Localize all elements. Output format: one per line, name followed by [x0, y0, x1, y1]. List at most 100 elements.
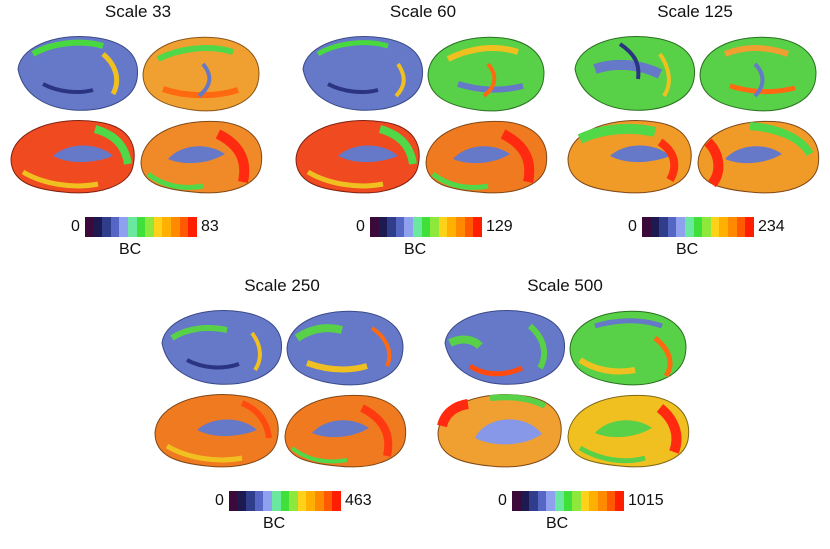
medial-left-brain — [295, 120, 420, 194]
colorbar-swatch — [563, 491, 573, 511]
medial-right-brain — [697, 120, 820, 194]
medial-right-brain — [140, 120, 263, 194]
colorbar-swatch — [580, 491, 590, 511]
panel-scale-125: Scale 125 0 234 BC — [560, 2, 830, 262]
lateral-right-brain — [286, 310, 404, 386]
lateral-left-brain — [302, 35, 424, 111]
colorbar-swatch — [464, 217, 474, 237]
colorbar-swatch — [171, 217, 180, 237]
colorbar-swatch — [606, 491, 616, 511]
colorbar-min: 0 — [71, 218, 80, 235]
colorbar-swatch — [615, 491, 624, 511]
panel-scale-250: Scale 250 0 463 BC — [147, 276, 417, 536]
colorbar-swatch — [370, 217, 379, 237]
colorbar-label: BC — [263, 515, 286, 532]
colorbar-swatch — [555, 491, 564, 511]
medial-left-brain — [10, 120, 135, 194]
colorbar-swatch — [719, 217, 729, 237]
colorbar-swatch — [438, 217, 448, 237]
colorbar-swatch — [128, 217, 137, 237]
colorbar-swatch — [254, 491, 264, 511]
colorbar-swatch — [145, 217, 154, 237]
colorbar-swatch — [710, 217, 720, 237]
colorbar — [512, 491, 624, 511]
medial-left-brain — [154, 394, 279, 468]
colorbar-swatch — [745, 217, 754, 237]
brain-surface-renderings — [154, 309, 407, 468]
colorbar-max: 463 — [345, 492, 372, 509]
colorbar-swatch — [589, 491, 599, 511]
colorbar-swatch — [297, 491, 307, 511]
colorbar-swatch — [421, 217, 431, 237]
colorbar-max: 129 — [486, 218, 513, 235]
colorbar-swatch — [736, 217, 746, 237]
colorbar-swatch — [110, 217, 120, 237]
lateral-right-brain — [427, 36, 545, 112]
colorbar — [370, 217, 482, 237]
colorbar-min: 0 — [215, 492, 224, 509]
colorbar-swatch — [323, 491, 333, 511]
brain-surface-renderings — [567, 35, 820, 194]
colorbar-swatch — [572, 491, 581, 511]
colorbar-label: BC — [404, 241, 427, 258]
colorbar-swatch — [315, 491, 324, 511]
medial-left-brain — [567, 120, 692, 194]
colorbar-swatch — [332, 491, 341, 511]
colorbar-max: 234 — [758, 218, 785, 235]
colorbar-swatch — [395, 217, 405, 237]
panel-title: Scale 125 — [657, 2, 733, 21]
brain-surface-renderings — [295, 35, 548, 194]
colorbar-swatch — [456, 217, 465, 237]
lateral-right-brain — [569, 310, 687, 386]
colorbar-label: BC — [119, 241, 142, 258]
colorbar-swatch — [512, 491, 521, 511]
colorbar-swatch — [537, 491, 547, 511]
panel-title: Scale 60 — [389, 2, 457, 21]
colorbar-swatch — [413, 217, 422, 237]
colorbar-swatch — [642, 217, 651, 237]
colorbar-swatch — [179, 217, 189, 237]
colorbar-swatch — [685, 217, 694, 237]
colorbar-swatch — [229, 491, 238, 511]
colorbar-swatch — [246, 491, 255, 511]
colorbar-swatch — [546, 491, 556, 511]
lateral-left-brain — [161, 309, 283, 385]
colorbar-swatch — [650, 217, 660, 237]
lateral-right-brain — [142, 36, 260, 112]
medial-right-brain — [425, 120, 548, 194]
lateral-right-brain — [699, 36, 817, 112]
lateral-left-brain — [444, 309, 566, 385]
colorbar-swatch — [702, 217, 711, 237]
colorbar-swatch — [272, 491, 281, 511]
colorbar-swatch — [378, 217, 388, 237]
colorbar-max: 83 — [201, 218, 219, 235]
colorbar-min: 0 — [498, 492, 507, 509]
medial-left-brain — [437, 394, 562, 468]
colorbar-swatch — [153, 217, 163, 237]
colorbar-min: 0 — [628, 218, 637, 235]
medial-right-brain — [567, 394, 690, 468]
colorbar-label: BC — [676, 241, 699, 258]
colorbar-swatch — [280, 491, 290, 511]
colorbar-swatch — [119, 217, 129, 237]
colorbar-swatch — [289, 491, 298, 511]
colorbar-swatch — [387, 217, 396, 237]
panel-title: Scale 500 — [527, 276, 603, 295]
colorbar-min: 0 — [356, 218, 365, 235]
colorbar-swatch — [85, 217, 94, 237]
colorbar-swatch — [136, 217, 146, 237]
brain-surface-renderings — [437, 309, 690, 468]
colorbar-swatch — [188, 217, 197, 237]
panel-title: Scale 33 — [104, 2, 172, 21]
medial-right-brain — [284, 394, 407, 468]
colorbar — [85, 217, 197, 237]
colorbar-swatch — [676, 217, 686, 237]
lateral-left-brain — [574, 35, 696, 111]
colorbar-swatch — [659, 217, 668, 237]
colorbar — [642, 217, 754, 237]
lateral-left-brain — [17, 35, 139, 111]
panel-scale-33: Scale 33 0 83 BC — [3, 2, 273, 262]
colorbar-swatch — [102, 217, 111, 237]
colorbar-swatch — [598, 491, 607, 511]
colorbar-swatch — [430, 217, 439, 237]
